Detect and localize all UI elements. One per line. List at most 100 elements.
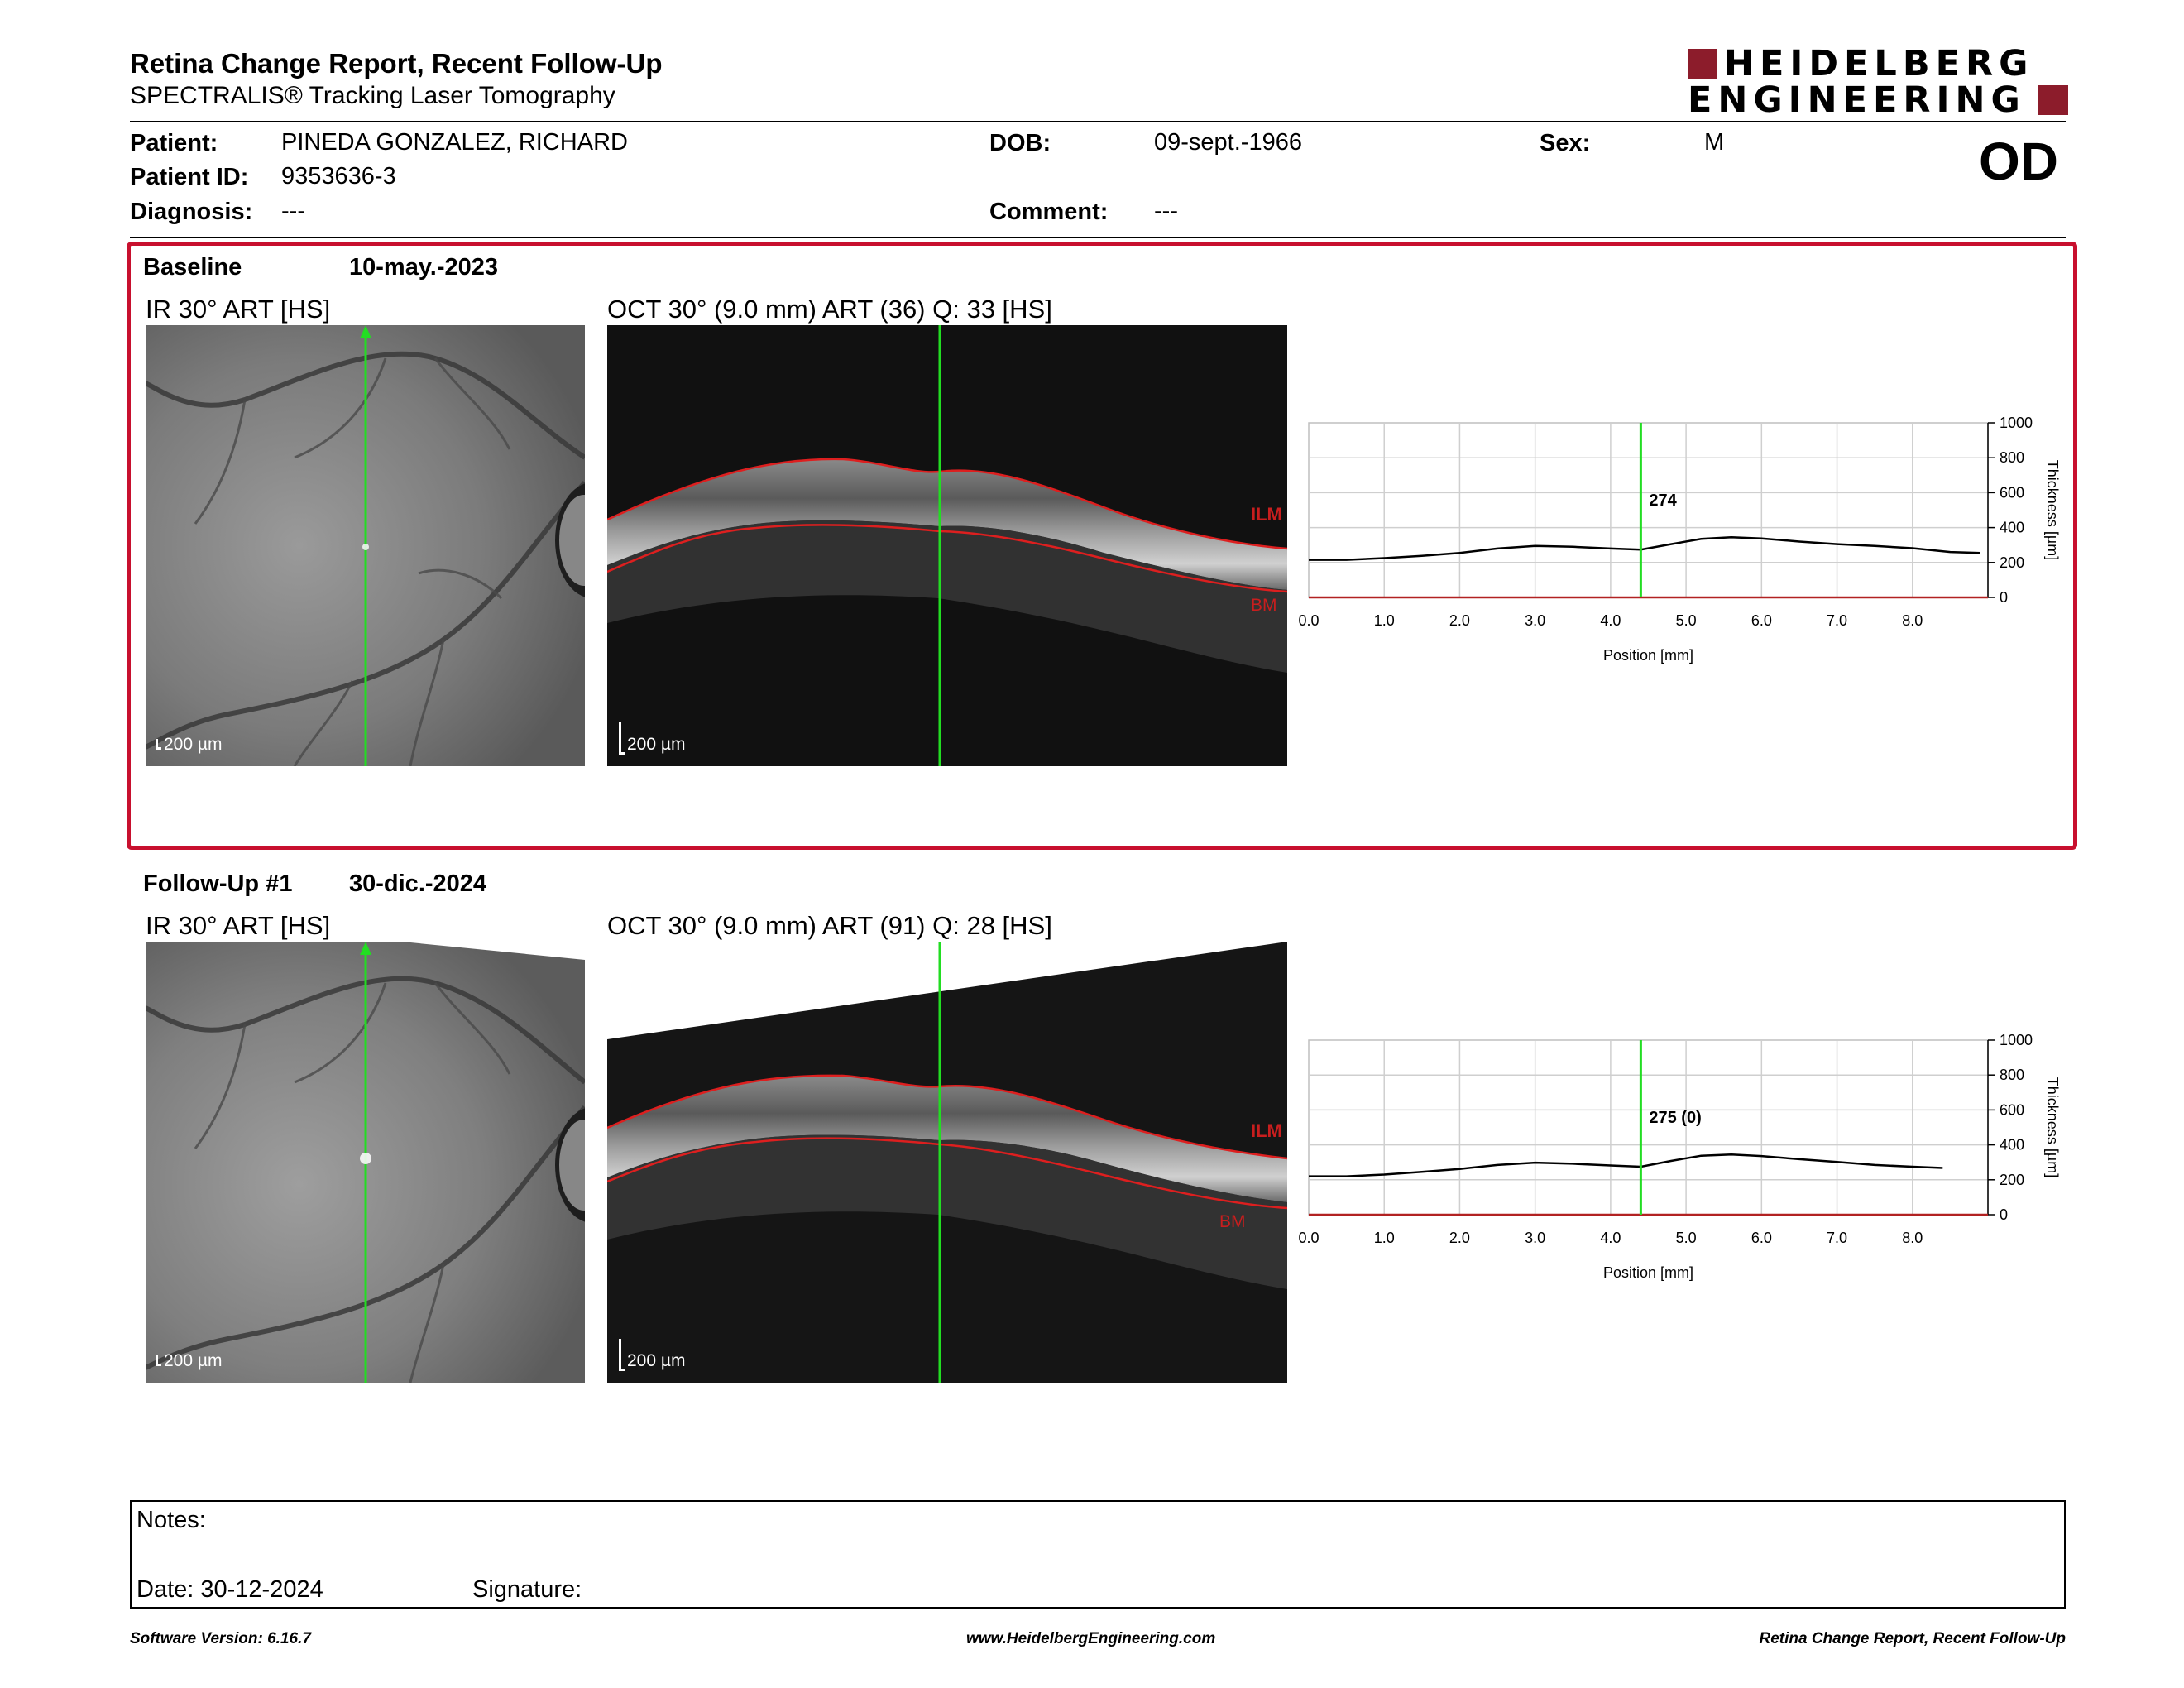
- x-tick-label: 4.0: [1600, 612, 1621, 629]
- y-tick-label: 400: [2000, 520, 2024, 536]
- sex-value: M: [1704, 129, 1725, 156]
- followup-thickness-chart: 0.0 1.0 2.0 3.0 4.0 5.0 6.0 7.0 8.0 0 200 400 600 800…: [1298, 1032, 2061, 1281]
- x-tick-label: 7.0: [1827, 1230, 1847, 1246]
- y-tick-label: 1000: [2000, 415, 2033, 431]
- report-subtitle: SPECTRALIS® Tracking Laser Tomography: [130, 82, 615, 109]
- optic-disc-rim: [559, 495, 585, 586]
- vessel-arcade-superior: [146, 351, 585, 460]
- y-axis-label: Thickness [µm]: [2044, 1077, 2061, 1177]
- footer-software-version: Software Version: 6.16.7: [130, 1630, 311, 1647]
- x-tick-label: 8.0: [1902, 1230, 1923, 1246]
- fovea-marker: [360, 1153, 371, 1164]
- vessel-branch: [433, 982, 511, 1075]
- followup-label: Follow-Up #1: [143, 870, 293, 897]
- baseline-ir-scale: 200 µm: [156, 735, 222, 755]
- x-axis-label: Position [mm]: [1603, 1264, 1693, 1281]
- vessel-branch: [409, 639, 445, 766]
- scale-text: 200 µm: [164, 1351, 223, 1370]
- scale-text: 200 µm: [164, 735, 223, 754]
- thickness-value-label: 275 (0): [1649, 1109, 1701, 1127]
- vessel-branch: [418, 568, 503, 600]
- x-tick-label: 7.0: [1827, 612, 1847, 629]
- y-tick-label: 200: [2000, 554, 2024, 571]
- x-tick-label: 1.0: [1374, 1230, 1395, 1246]
- vessel-arcade-inferior: [146, 1105, 585, 1370]
- y-tick-label: 600: [2000, 484, 2024, 501]
- diagnosis-label: Diagnosis:: [130, 199, 253, 225]
- logo-square-bottom: [2038, 85, 2068, 115]
- y-tick-label: 0: [2000, 589, 2008, 606]
- patient-label: Patient:: [130, 130, 218, 156]
- vessel-branch: [409, 1264, 445, 1383]
- followup-ir-label: IR 30° ART [HS]: [146, 911, 331, 940]
- followup-ir-scale: 200 µm: [156, 1351, 222, 1371]
- image-corner-mask: [402, 942, 585, 960]
- followup-oct-image: ILM BM 200 µm: [607, 942, 1287, 1383]
- baseline-label: Baseline: [143, 254, 242, 281]
- baseline-frame: [127, 242, 2077, 850]
- x-tick-label: 2.0: [1449, 612, 1470, 629]
- thickness-value-label: 274: [1649, 492, 1677, 510]
- ilm-label: ILM: [1251, 504, 1282, 525]
- baseline-date: 10-may.-2023: [349, 254, 499, 281]
- x-tick-label: 2.0: [1449, 1230, 1470, 1246]
- eye-indicator: OD: [1979, 132, 2058, 191]
- choroid: [607, 520, 1287, 673]
- baseline-bscan-svg: ILM BM: [607, 325, 1287, 766]
- image-corner-mask: [607, 942, 1287, 1039]
- x-tick-label: 4.0: [1600, 1230, 1621, 1246]
- scan-direction-arrow-icon: [360, 942, 371, 955]
- signature-label: Signature:: [472, 1576, 582, 1603]
- scale-text: 200 µm: [627, 1351, 686, 1370]
- heidelberg-logo: HEIDELBERG ENGINEERING: [1688, 43, 2068, 121]
- baseline-oct-image: ILM BM 200 µm: [607, 325, 1287, 766]
- y-axis-label: Thickness [µm]: [2044, 460, 2061, 560]
- fovea-marker: [362, 544, 369, 550]
- followup-date: 30-dic.-2024: [349, 870, 487, 897]
- x-tick-label: 0.0: [1298, 1230, 1319, 1246]
- followup-ir-image: 200 µm: [146, 942, 585, 1383]
- baseline-thickness-chart: 0.0 1.0 2.0 3.0 4.0 5.0 6.0 7.0 8.0 0 200 400 600 800…: [1298, 415, 2061, 664]
- scale-bar-icon: [156, 739, 161, 750]
- patient-name: PINEDA GONZALEZ, RICHARD: [281, 129, 628, 156]
- x-axis-label: Position [mm]: [1603, 647, 1693, 664]
- x-tick-label: 6.0: [1751, 1230, 1772, 1246]
- thickness-profile-line: [1309, 535, 1980, 561]
- x-tick-label: 3.0: [1525, 1230, 1545, 1246]
- scale-bar-icon: [156, 1355, 161, 1366]
- choroid: [607, 1134, 1287, 1289]
- retina-layers: [607, 458, 1287, 590]
- diagnosis-value: ---: [281, 198, 305, 224]
- info-divider: [130, 237, 2066, 238]
- logo-line-2: ENGINEERING: [1688, 79, 2026, 121]
- vessel-branch: [293, 680, 354, 766]
- retina-layers: [607, 1075, 1287, 1202]
- vessel-branch: [194, 1024, 247, 1149]
- notes-label: Notes:: [136, 1507, 206, 1533]
- footer-website-link[interactable]: www.HeidelbergEngineering.com: [966, 1630, 1216, 1647]
- header-divider: [130, 121, 2066, 122]
- x-tick-label: 5.0: [1676, 1230, 1697, 1246]
- optic-disc-rim: [559, 1120, 585, 1211]
- logo-line-1: HEIDELBERG: [1724, 43, 2034, 84]
- ilm-label: ILM: [1251, 1120, 1282, 1141]
- baseline-ir-label: IR 30° ART [HS]: [146, 295, 331, 324]
- followup-fundus-svg: [146, 942, 585, 1383]
- x-tick-label: 6.0: [1751, 612, 1772, 629]
- followup-oct-label: OCT 30° (9.0 mm) ART (91) Q: 28 [HS]: [607, 911, 1052, 940]
- notes-box: Notes: Date: 30-12-2024 Signature:: [130, 1500, 2066, 1609]
- scale-bar-icon: [619, 722, 625, 755]
- patient-id-label: Patient ID:: [130, 164, 249, 190]
- x-tick-label: 8.0: [1902, 612, 1923, 629]
- y-tick-label: 600: [2000, 1101, 2024, 1118]
- comment-label: Comment:: [989, 199, 1109, 225]
- baseline-oct-scale: 200 µm: [619, 722, 685, 755]
- scan-direction-arrow-icon: [360, 325, 371, 338]
- patient-id: 9353636-3: [281, 163, 396, 189]
- dob-value: 09-sept.-1966: [1154, 129, 1302, 156]
- plot-area: [1308, 422, 1989, 598]
- vessel-branch: [433, 357, 511, 450]
- baseline-ir-image: 200 µm: [146, 325, 585, 766]
- vessel-branch: [294, 982, 387, 1084]
- y-tick-label: 800: [2000, 1067, 2024, 1083]
